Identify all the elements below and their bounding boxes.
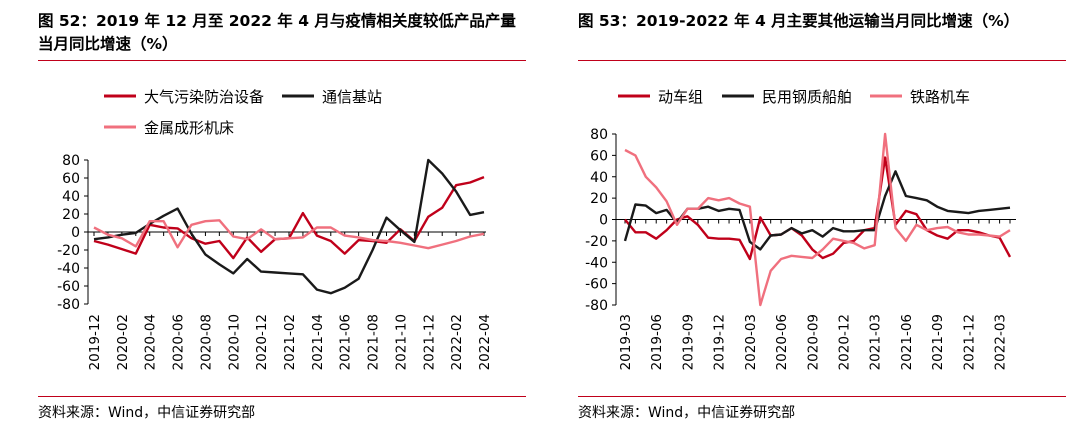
x-tick-label: 2020-12 (254, 314, 270, 370)
y-tick-label: 20 (62, 207, 80, 223)
x-tick-label: 2019-06 (649, 314, 665, 370)
chart-title-left: 图 52：2019 年 12 月至 2022 年 4 月与疫情相关度较低产品产量… (38, 12, 516, 53)
x-tick-label: 2020-04 (143, 314, 159, 370)
line-chart-left: 80 60 40 20 0 -20 -40 -60 -80 2019-12 2020-02 2020-… (57, 88, 493, 370)
x-tick-label: 2020-06 (171, 314, 187, 370)
x-tick-label: 2021-10 (393, 314, 409, 370)
x-tick-label: 2021-12 (421, 314, 437, 370)
line-chart-right: 80 60 40 20 0 -20 -40 -60 -80 2019-03 2019-06 2019-… (585, 88, 1016, 370)
legend-label: 大气污染防治设备 (144, 88, 264, 106)
x-tick-label: 2020-06 (774, 314, 790, 370)
x-tick-label: 2021-09 (930, 314, 946, 370)
y-tick-label: -40 (585, 255, 608, 271)
y-tick-label: 0 (599, 213, 608, 229)
x-tick-label: 2021-02 (282, 314, 298, 370)
series-line (93, 158, 485, 295)
x-tick-label: 2021-06 (338, 314, 354, 370)
x-tick-label: 2022-03 (993, 314, 1009, 370)
y-tick-label: -20 (585, 234, 608, 250)
x-tick-label: 2021-08 (366, 314, 382, 370)
legend-label: 铁路机车 (910, 88, 970, 106)
y-tick-label: -60 (57, 279, 80, 295)
y-tick-label: 40 (590, 170, 608, 186)
title-divider-left (38, 60, 526, 61)
x-tick-label: 2020-03 (743, 314, 759, 370)
series-line (93, 175, 485, 260)
x-tick-label: 2020-12 (837, 314, 853, 370)
y-tick-label: 60 (590, 148, 608, 164)
x-tick-label: 2020-09 (805, 314, 821, 370)
x-tick-label: 2021-04 (310, 314, 326, 370)
y-tick-label: 80 (62, 153, 80, 169)
chart-panel-right: 图 53：2019-2022 年 4 月主要其他运输当月同比增速（%） 80 60… (540, 0, 1080, 431)
x-tick-label: 2020-02 (115, 314, 131, 370)
y-tick-label: 80 (590, 127, 608, 143)
legend-label: 动车组 (658, 88, 703, 106)
x-tick-label: 2021-06 (899, 314, 915, 370)
x-tick-label: 2021-03 (868, 314, 884, 370)
y-tick-label: -80 (585, 298, 608, 314)
y-tick-label: 60 (62, 171, 80, 187)
y-tick-label: 0 (71, 225, 80, 241)
x-tick-label: 2019-12 (712, 314, 728, 370)
y-tick-label: -80 (57, 297, 80, 313)
x-tick-label: 2019-12 (87, 314, 103, 370)
y-tick-label: -20 (57, 243, 80, 259)
source-note-right: 资料来源：Wind，中信证券研究部 (578, 405, 796, 421)
chart-title-right: 图 53：2019-2022 年 4 月主要其他运输当月同比增速（%） (578, 12, 1020, 30)
source-note-left: 资料来源：Wind，中信证券研究部 (38, 405, 256, 421)
y-tick-label: 40 (62, 189, 80, 205)
x-tick-label: 2022-02 (449, 314, 465, 370)
series-line (623, 170, 1011, 251)
x-tick-label: 2022-04 (477, 314, 493, 370)
source-divider-right (578, 396, 1066, 397)
y-tick-label: 20 (590, 191, 608, 207)
source-divider-left (38, 396, 526, 397)
legend-label: 金属成形机床 (144, 119, 234, 137)
x-tick-label: 2021-12 (961, 314, 977, 370)
x-tick-label: 2020-10 (226, 314, 242, 370)
legend-label: 通信基站 (322, 88, 382, 106)
legend-label: 民用钢质船舶 (762, 88, 852, 106)
series-line (624, 132, 1011, 307)
series-line (624, 156, 1012, 261)
y-tick-label: -60 (585, 277, 608, 293)
y-tick-label: -40 (57, 261, 80, 277)
chart-panel-left: 图 52：2019 年 12 月至 2022 年 4 月与疫情相关度较低产品产量… (38, 12, 526, 421)
title-divider-right (578, 60, 1066, 61)
series-line (93, 219, 485, 250)
x-tick-label: 2019-03 (618, 314, 634, 370)
x-tick-label: 2019-09 (680, 314, 696, 370)
x-tick-label: 2020-08 (198, 314, 214, 370)
